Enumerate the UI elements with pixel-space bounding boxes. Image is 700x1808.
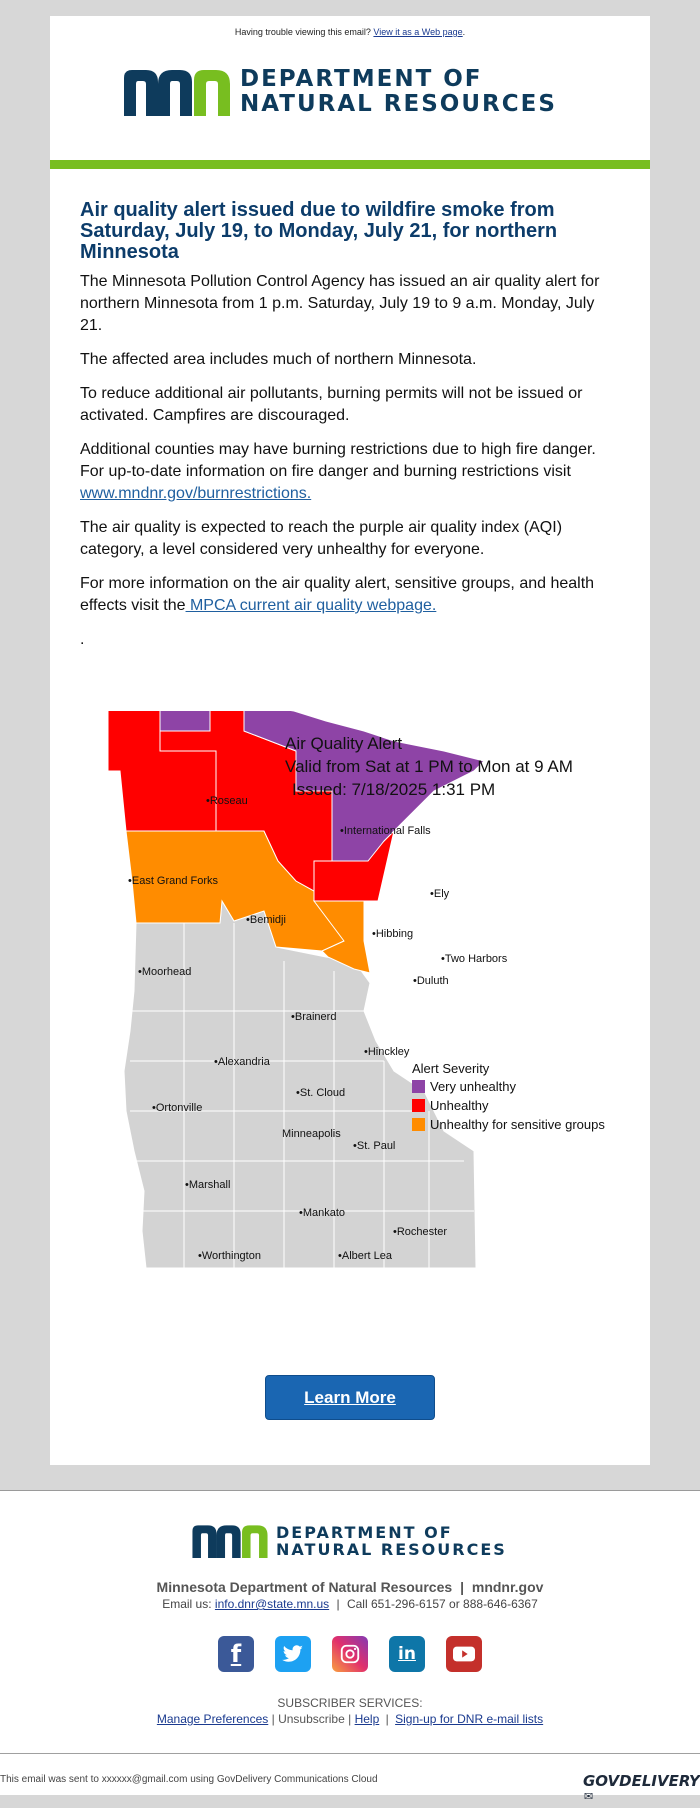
city-ely: •Ely	[430, 888, 450, 900]
mn-logo-mark	[124, 70, 230, 116]
learn-more-button[interactable]: Learn More	[265, 1375, 435, 1420]
legend-item-very-unhealthy: Very unhealthy	[412, 1079, 605, 1094]
city-two-harbors: •Two Harbors	[441, 953, 508, 965]
city-moorhead: •Moorhead	[138, 966, 192, 978]
map-region-purple	[243, 711, 485, 862]
instagram-glyph-icon	[340, 1644, 360, 1664]
help-link[interactable]: Help	[354, 1712, 380, 1726]
subscriber-links: Manage Preferences | Unsubscribe | Help …	[156, 1712, 544, 1726]
map-region-red-northwest	[107, 711, 217, 832]
city-brainerd: •Brainerd	[291, 1011, 337, 1023]
footer: DEPARTMENT OF NATURAL RESOURCES Minnesot…	[0, 1490, 700, 1803]
footer-contact: Minnesota Department of Natural Resource…	[0, 1579, 700, 1611]
social-links: f in	[0, 1636, 700, 1672]
legend: Alert Severity Very unhealthy Unhealthy …	[412, 1061, 605, 1132]
city-worthington: •Worthington	[198, 1250, 261, 1262]
article-body: Air quality alert issued due to wildfire…	[80, 200, 610, 663]
twitter-icon[interactable]	[275, 1636, 311, 1672]
youtube-play-icon	[453, 1646, 475, 1662]
county-lines	[130, 923, 474, 1268]
facebook-icon[interactable]: f	[218, 1636, 254, 1672]
map-issued: Issued: 7/18/2025 1:31 PM	[292, 780, 496, 799]
footer-org-line: Minnesota Department of Natural Resource…	[156, 1579, 544, 1595]
city-st-paul: •St. Paul	[353, 1140, 396, 1152]
paragraph-aqi: The air quality is expected to reach the…	[80, 519, 563, 558]
city-albert-lea: •Albert Lea	[338, 1250, 393, 1262]
city-international-falls: •International Falls	[340, 825, 431, 837]
trouble-viewing-bar: Having trouble viewing this email? View …	[234, 27, 466, 37]
legend-swatch	[412, 1118, 425, 1131]
city-roseau: •Roseau	[206, 795, 248, 807]
govdelivery-logo[interactable]: GOVDELIVERY✉	[583, 1772, 700, 1803]
manage-preferences-link[interactable]: Manage Preferences	[156, 1712, 269, 1726]
envelope-icon: ✉	[584, 1790, 594, 1803]
footer-mn-logo-mark	[192, 1525, 268, 1558]
twitter-bird-icon	[282, 1645, 303, 1662]
dnr-wordmark: DEPARTMENT OF NATURAL RESOURCES	[240, 66, 557, 117]
air-quality-alert-map[interactable]	[64, 711, 604, 1281]
legend-item-unhealthy: Unhealthy	[412, 1098, 605, 1113]
instagram-icon[interactable]	[332, 1636, 368, 1672]
sent-to-notice: This email was sent to xxxxxx@gmail.com …	[0, 1774, 378, 1785]
unsubscribe-link[interactable]: Unsubscribe	[278, 1712, 345, 1726]
paragraph-alert: The Minnesota Pollution Control Agency h…	[80, 273, 600, 334]
map-title: Air Quality Alert	[285, 734, 403, 753]
paragraph-more-info: For more information on the air quality …	[80, 575, 595, 614]
footer-dnr-logo[interactable]: DEPARTMENT OF NATURAL RESOURCES	[192, 1524, 507, 1558]
linkedin-icon[interactable]: in	[389, 1636, 425, 1672]
paragraph-burning: To reduce additional air pollutants, bur…	[80, 385, 583, 424]
city-duluth: •Duluth	[413, 975, 449, 987]
footer-wordmark: DEPARTMENT OF NATURAL RESOURCES	[276, 1522, 507, 1559]
map-region-orange-east	[313, 900, 371, 974]
green-divider	[50, 160, 650, 169]
legend-swatch	[412, 1099, 425, 1112]
dnr-logo[interactable]: DEPARTMENT OF NATURAL RESOURCES	[124, 68, 557, 116]
city-minneapolis: Minneapolis	[282, 1128, 341, 1140]
trouble-text: Having trouble viewing this email?	[234, 27, 371, 37]
city-ortonville: •Ortonville	[152, 1102, 203, 1114]
view-web-page-link[interactable]: View it as a Web page	[373, 27, 463, 37]
footer-divider	[0, 1753, 700, 1754]
legend-title: Alert Severity	[412, 1061, 490, 1076]
city-hibbing: •Hibbing	[372, 928, 414, 940]
city-hinckley: •Hinckley	[364, 1046, 410, 1058]
paragraph-restrictions: Additional counties may have burning res…	[80, 441, 596, 502]
footer-email-line: Email us: info.dnr@state.mn.us | Call 65…	[162, 1597, 538, 1611]
paragraph-area: The affected area includes much of north…	[80, 351, 477, 368]
subscriber-services: SUBSCRIBER SERVICES: Manage Preferences …	[0, 1696, 700, 1726]
youtube-icon[interactable]	[446, 1636, 482, 1672]
footer-email-link[interactable]: info.dnr@state.mn.us	[214, 1597, 330, 1611]
city-st-cloud: •St. Cloud	[296, 1087, 346, 1099]
city-bemidji: •Bemidji	[246, 914, 286, 926]
legend-item-sensitive: Unhealthy for sensitive groups	[412, 1117, 605, 1132]
city-mankato: •Mankato	[299, 1207, 346, 1219]
city-alexandria: •Alexandria	[214, 1056, 270, 1068]
article-headline: Air quality alert issued due to wildfire…	[80, 199, 558, 263]
city-marshall: •Marshall	[185, 1179, 231, 1191]
burn-restrictions-link[interactable]: www.mndnr.gov/burnrestrictions.	[80, 485, 312, 502]
signup-link[interactable]: Sign-up for DNR e-mail lists	[395, 1712, 544, 1726]
city-rochester: •Rochester	[393, 1226, 447, 1238]
legend-swatch	[412, 1080, 425, 1093]
map-valid: Valid from Sat at 1 PM to Mon at 9 AM	[285, 757, 573, 776]
city-east-grand-forks: •East Grand Forks	[128, 875, 219, 887]
mpca-link[interactable]: MPCA current air quality webpage.	[185, 597, 437, 614]
map-region-purple-west	[159, 711, 211, 732]
